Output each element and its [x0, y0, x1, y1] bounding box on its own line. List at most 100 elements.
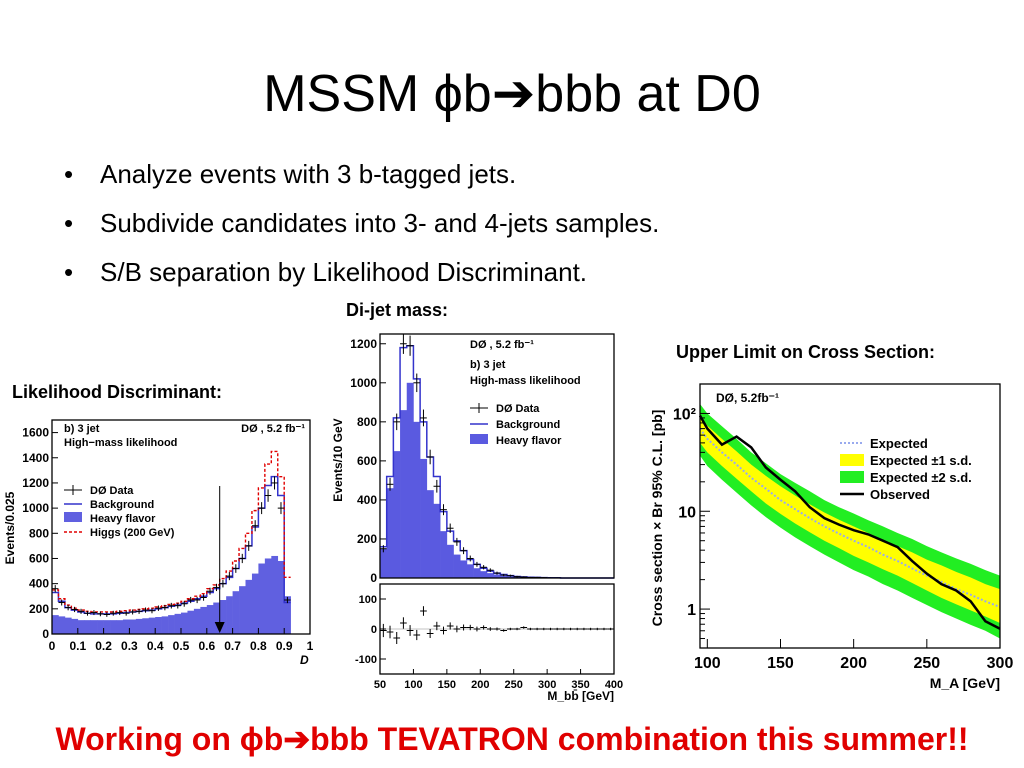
- legend-label: DØ Data: [90, 485, 134, 497]
- legend-heavy-flavor-marker: [470, 434, 488, 444]
- heavy-flavor-bar: [245, 579, 253, 634]
- heavy-flavor-bar: [413, 421, 421, 578]
- x-tick-label: 150: [438, 679, 456, 691]
- heavy-flavor-bar: [507, 576, 515, 578]
- heavy-flavor-bar: [206, 605, 214, 634]
- legend-label: DØ Data: [496, 403, 540, 415]
- y-tick-label: 400: [357, 493, 377, 507]
- bullet-item: S/B separation by Likelihood Discriminan…: [64, 248, 659, 297]
- y-tick-label: 0: [371, 624, 377, 636]
- legend-label: Expected ±2 s.d.: [870, 470, 972, 485]
- plot-frame: [379, 333, 615, 579]
- heavy-flavor-bar: [493, 574, 501, 578]
- heavy-flavor-bar: [168, 615, 175, 634]
- heavy-flavor-bar: [486, 573, 494, 578]
- heavy-flavor-bar: [135, 618, 143, 634]
- expected-line: [699, 428, 1001, 608]
- x-tick-label: 50: [374, 679, 386, 691]
- legend-label: Background: [90, 499, 154, 511]
- x-tick-label: 150: [767, 655, 794, 672]
- heavy-flavor-bar: [426, 490, 434, 578]
- heavy-flavor-bar: [473, 568, 481, 578]
- heavy-flavor-bar: [122, 619, 130, 634]
- legend-label: Expected: [870, 436, 928, 451]
- heavy-flavor-bar: [232, 591, 240, 634]
- heavy-flavor-bar: [393, 451, 401, 578]
- heavy-flavor-bar: [239, 586, 246, 634]
- heavy-flavor-bar: [500, 575, 508, 578]
- heavy-flavor-bar: [440, 531, 448, 578]
- x-tick-label: 0.2: [95, 639, 112, 653]
- bullet-item: Subdivide candidates into 3- and 4-jets …: [64, 199, 659, 248]
- heavy-flavor-bar: [58, 616, 66, 634]
- x-tick-label: 0.6: [198, 639, 215, 653]
- y-tick-label: 0: [370, 571, 377, 585]
- y-axis-label: Events/10 GeV: [331, 418, 345, 501]
- heavy-flavor-bar: [110, 620, 117, 634]
- heavy-flavor-bar: [460, 560, 468, 578]
- x-tick-label: 300: [538, 679, 556, 691]
- heavy-flavor-bar: [148, 617, 156, 634]
- x-axis-label: M_A [GeV]: [930, 675, 1000, 691]
- heavy-flavor-bar: [116, 620, 124, 634]
- heavy-flavor-bar: [52, 615, 59, 634]
- y-tick-label: 1: [687, 602, 696, 619]
- likelihood-plot: 0 200 400 600 800 1000 1200 1400 1600 0 0.1 0.2 0.3…: [0, 408, 318, 680]
- heavy-flavor-bar: [466, 564, 474, 578]
- heavy-flavor-bar: [71, 618, 79, 634]
- heavy-flavor-bar: [64, 617, 72, 634]
- x-tick-label: 0.8: [250, 639, 267, 653]
- heavy-flavor-bar: [226, 596, 233, 634]
- x-tick-label: 0: [49, 639, 56, 653]
- heavy-flavor-bar: [480, 571, 488, 578]
- heavy-flavor-bar: [433, 503, 441, 578]
- y-tick-label: 800: [29, 526, 49, 540]
- heavy-flavor-bar: [97, 620, 104, 634]
- heavy-flavor-bar: [155, 617, 162, 634]
- experiment-label: DØ , 5.2 fb⁻¹: [241, 423, 305, 435]
- limit-caption: Upper Limit on Cross Section:: [676, 342, 936, 362]
- y-tick-label: 600: [29, 551, 49, 565]
- y-tick-label: 100: [359, 594, 377, 606]
- bullet-list: Analyze events with 3 b-tagged jets. Sub…: [64, 150, 659, 297]
- heavy-flavor-bar: [84, 620, 91, 634]
- y-tick-label: -100: [355, 654, 377, 666]
- x-tick-label: 250: [505, 679, 523, 691]
- x-axis-label: D: [300, 653, 309, 667]
- heavy-flavor-bar: [181, 612, 188, 634]
- panel-label: High-mass likelihood: [470, 375, 581, 387]
- y-tick-label: 0: [42, 627, 49, 641]
- y-tick-label: 1000: [22, 501, 49, 515]
- legend-label: Expected ±1 s.d.: [870, 453, 972, 468]
- heavy-flavor-bar: [174, 613, 182, 634]
- heavy-flavor-bar: [103, 620, 111, 634]
- x-tick-label: 100: [404, 679, 422, 691]
- cross-section-limit-plot: 10² 10 1 100 150 200 250 300 Cross section × B…: [644, 368, 1022, 692]
- y-tick-label: 1600: [22, 426, 49, 440]
- x-tick-label: 0.3: [121, 639, 138, 653]
- experiment-label: DØ , 5.2 fb⁻¹: [470, 339, 534, 351]
- legend-band2-marker: [840, 471, 864, 483]
- footer-note: Working on ϕb➔bbb TEVATRON combination t…: [55, 721, 969, 757]
- legend-label: Higgs (200 GeV): [90, 527, 175, 539]
- y-tick-label: 1400: [22, 451, 49, 465]
- x-tick-label: 300: [987, 655, 1014, 672]
- bullet-item: Analyze events with 3 b-tagged jets.: [64, 150, 659, 199]
- heavy-flavor-bar: [446, 544, 454, 578]
- heavy-flavor-bar: [420, 458, 428, 578]
- heavy-flavor-bar: [264, 558, 272, 634]
- heavy-flavor-bar: [406, 382, 414, 578]
- heavy-flavor-bar: [219, 600, 227, 634]
- heavy-flavor-bar: [142, 618, 150, 634]
- x-axis-label: M_bb̄ [GeV]: [547, 689, 614, 702]
- y-tick-label: 10: [678, 504, 696, 521]
- y-tick-label: 200: [29, 602, 49, 616]
- legend-heavy-flavor-marker: [64, 512, 82, 522]
- dijet-caption: Di-jet mass:: [346, 300, 449, 320]
- heavy-flavor-bar: [90, 620, 98, 634]
- panel-label: High−mass likelihood: [64, 437, 177, 449]
- x-tick-label: 0.5: [173, 639, 190, 653]
- legend-label: Heavy flavor: [496, 435, 562, 447]
- x-tick-label: 0.9: [276, 639, 293, 653]
